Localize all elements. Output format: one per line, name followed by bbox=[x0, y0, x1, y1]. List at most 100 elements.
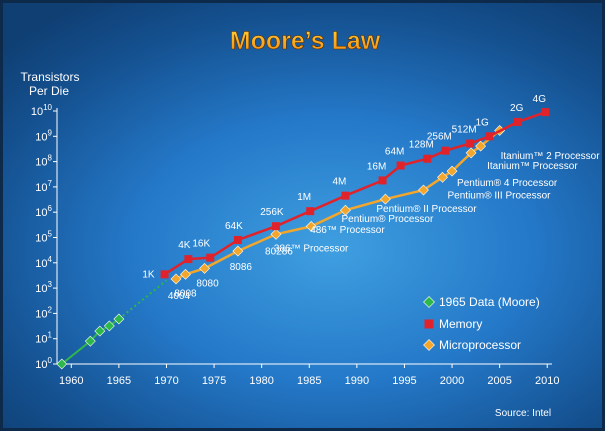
memory-data-label: 512M bbox=[452, 124, 477, 135]
y-tick-label: 102 bbox=[35, 305, 52, 320]
memory-data-label: 64M bbox=[385, 147, 404, 158]
y-tick-label: 103 bbox=[35, 280, 52, 295]
x-tick-label: 2005 bbox=[487, 375, 511, 387]
memory-point bbox=[306, 207, 315, 216]
y-axis-label-line-1: Transistors bbox=[21, 70, 80, 84]
microprocessor-data-label: 8008 bbox=[174, 288, 197, 299]
legend: 1965 Data (Moore) Memory Microprocessor bbox=[423, 295, 540, 352]
memory-point bbox=[441, 146, 450, 155]
legend-marker bbox=[423, 339, 435, 351]
memory-point bbox=[513, 117, 522, 126]
y-tick-label: 106 bbox=[35, 204, 52, 219]
microprocessor-data-label: Pentium® II Processor bbox=[376, 204, 477, 215]
memory-data-label: 128M bbox=[409, 140, 434, 151]
memory-data-label: 4M bbox=[332, 177, 346, 188]
memory-data-label: 64K bbox=[225, 221, 243, 232]
memory-point bbox=[341, 191, 350, 200]
moore-point bbox=[103, 320, 115, 332]
memory-point bbox=[184, 255, 193, 264]
x-tick-label: 1985 bbox=[297, 375, 321, 387]
microprocessor-point bbox=[232, 245, 244, 257]
x-tick-label: 1990 bbox=[345, 375, 369, 387]
microprocessor-series-line bbox=[175, 129, 501, 281]
microprocessor-point bbox=[418, 184, 429, 196]
microprocessor-point bbox=[437, 171, 448, 183]
y-tick-label: 1010 bbox=[31, 103, 53, 118]
y-tick-label: 107 bbox=[35, 179, 52, 194]
microprocessor-point bbox=[199, 262, 210, 274]
memory-data-label: 1K bbox=[142, 269, 155, 280]
x-tick-label: 1995 bbox=[392, 375, 416, 387]
moore-point bbox=[94, 325, 106, 337]
memory-data-label: 16M bbox=[367, 161, 386, 172]
moore-point bbox=[84, 335, 96, 347]
microprocessor-point bbox=[305, 220, 317, 232]
y-tick-label: 100 bbox=[35, 356, 52, 371]
x-tick-label: 2000 bbox=[440, 375, 464, 387]
source-note: Source: Intel bbox=[495, 408, 551, 419]
microprocessor-data-label: 80286 bbox=[265, 246, 293, 257]
x-tick-label: 1975 bbox=[202, 375, 226, 387]
microprocessor-data-label: 486™ Processor bbox=[310, 225, 385, 236]
chart-title: Moore’s Law bbox=[230, 27, 381, 55]
legend-label: Microprocessor bbox=[439, 338, 521, 352]
y-tick-label: 104 bbox=[35, 255, 52, 270]
y-tick-label: 105 bbox=[35, 230, 52, 245]
chart-canvas: Moore’s Law Transistors Per Die Source: … bbox=[21, 27, 601, 419]
x-tick-label: 1960 bbox=[59, 375, 83, 387]
y-axis-label-line-2: Per Die bbox=[29, 84, 69, 98]
legend-label: 1965 Data (Moore) bbox=[439, 295, 540, 309]
microprocessor-data-label: Pentium® III Processor bbox=[448, 190, 552, 201]
x-tick-label: 2010 bbox=[535, 375, 559, 387]
microprocessor-point bbox=[379, 193, 391, 205]
memory-point bbox=[271, 222, 280, 231]
moore-extrapolation-line bbox=[118, 279, 168, 320]
microprocessor-data-label: Pentium® Processor bbox=[341, 214, 434, 225]
microprocessor-data-label: Itanium™ 2 Processor bbox=[501, 151, 601, 162]
memory-point bbox=[396, 161, 405, 170]
memory-point bbox=[206, 253, 215, 262]
legend-marker bbox=[424, 319, 434, 329]
microprocessor-data-label: Pentium® 4 Processor bbox=[457, 178, 558, 189]
microprocessor-data-label: Itanium™ Processor bbox=[487, 161, 578, 172]
microprocessor-data-label: 8080 bbox=[196, 278, 219, 289]
memory-point bbox=[466, 139, 475, 148]
x-tick-label: 1970 bbox=[154, 375, 178, 387]
y-tick-label: 101 bbox=[35, 331, 52, 346]
microprocessor-point bbox=[340, 204, 351, 216]
microprocessor-data-label: 4004 bbox=[168, 291, 191, 302]
microprocessor-point bbox=[180, 268, 191, 280]
memory-point bbox=[233, 235, 242, 244]
moore-point bbox=[56, 358, 68, 370]
microprocessor-point bbox=[475, 140, 487, 152]
y-tick-label: 109 bbox=[35, 128, 52, 143]
memory-point bbox=[423, 154, 432, 163]
memory-point bbox=[378, 176, 387, 185]
microprocessor-data-label: 8086 bbox=[230, 262, 253, 273]
microprocessor-point bbox=[446, 165, 458, 177]
legend-marker bbox=[423, 296, 435, 308]
x-tick-label: 1980 bbox=[249, 375, 273, 387]
memory-data-label: 4G bbox=[533, 94, 547, 105]
y-tick-label: 108 bbox=[35, 154, 52, 169]
axes: 100 101 102 103 104 105 106 107 108 109 1010 1960 19… bbox=[31, 103, 560, 387]
memory-data-label: 2G bbox=[510, 103, 524, 114]
memory-point bbox=[160, 270, 169, 279]
memory-point bbox=[541, 108, 550, 117]
memory-data-label: 16K bbox=[192, 239, 210, 250]
microprocessor-point bbox=[270, 228, 282, 240]
memory-point bbox=[485, 132, 494, 141]
microprocessor-data-label: 386™ Processor bbox=[274, 243, 349, 254]
moore-point bbox=[113, 313, 125, 325]
memory-data-label: 1G bbox=[476, 117, 490, 128]
memory-data-label: 4K bbox=[178, 240, 191, 251]
memory-data-label: 256M bbox=[427, 132, 452, 143]
microprocessor-point bbox=[465, 147, 477, 159]
microprocessor-point bbox=[170, 273, 182, 285]
x-tick-label: 1965 bbox=[107, 375, 131, 387]
legend-label: Memory bbox=[439, 317, 482, 331]
memory-data-label: 1M bbox=[297, 192, 311, 203]
memory-data-label: 256K bbox=[260, 207, 284, 218]
